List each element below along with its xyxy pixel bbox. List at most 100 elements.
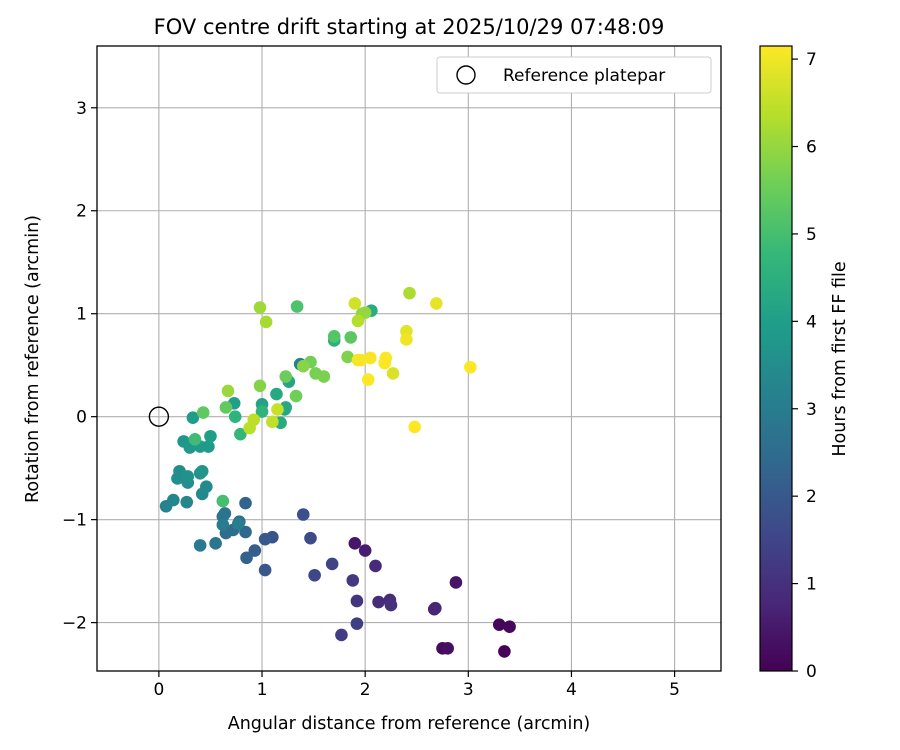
data-point bbox=[361, 373, 375, 386]
legend: Reference platepar bbox=[436, 56, 712, 94]
data-point bbox=[167, 493, 180, 507]
x-tick-label: 2 bbox=[360, 680, 371, 700]
data-point bbox=[279, 370, 293, 383]
y-tick-label: −1 bbox=[62, 511, 87, 531]
legend-box bbox=[436, 56, 712, 94]
legend-reference-marker bbox=[456, 65, 476, 85]
colorbar-tick-label: 7 bbox=[806, 50, 817, 70]
data-point bbox=[239, 496, 252, 510]
data-point bbox=[270, 387, 283, 401]
data-point bbox=[188, 433, 202, 446]
data-point bbox=[346, 574, 360, 587]
data-point bbox=[325, 557, 339, 571]
colorbar-tick-label: 4 bbox=[806, 312, 817, 332]
x-tick-label: 5 bbox=[669, 680, 680, 700]
data-point bbox=[234, 427, 247, 441]
data-point bbox=[464, 360, 477, 374]
data-point bbox=[386, 367, 400, 380]
data-point bbox=[498, 645, 511, 658]
data-point bbox=[171, 472, 184, 485]
data-point bbox=[408, 420, 421, 434]
y-tick-label: 3 bbox=[76, 99, 87, 119]
data-point bbox=[193, 539, 207, 552]
data-point bbox=[181, 470, 195, 483]
data-point bbox=[403, 286, 416, 300]
data-point bbox=[384, 598, 398, 612]
data-point bbox=[304, 531, 317, 545]
colorbar-tick-label: 1 bbox=[806, 575, 817, 595]
x-tick-label: 4 bbox=[566, 680, 577, 700]
colorbar-label: Hours from first FF file bbox=[830, 261, 850, 456]
data-point bbox=[344, 331, 358, 344]
data-point bbox=[216, 494, 230, 508]
colorbar-tick-label: 6 bbox=[806, 138, 817, 158]
data-point bbox=[259, 315, 273, 329]
reference-platepar-marker bbox=[148, 406, 170, 427]
colorbar-ticks: 0 1 2 3 4 5 6 7 bbox=[792, 50, 817, 682]
reference-marker-layer bbox=[148, 406, 170, 427]
legend-entry-reference: Reference platepar bbox=[503, 66, 665, 86]
colorbar-tick-label: 5 bbox=[806, 225, 817, 245]
data-point bbox=[430, 297, 443, 310]
colorbar-tick-label: 3 bbox=[806, 400, 817, 420]
data-point bbox=[228, 410, 242, 423]
data-point bbox=[204, 429, 217, 443]
data-point bbox=[232, 517, 245, 531]
data-point bbox=[253, 379, 267, 393]
data-point bbox=[180, 495, 194, 509]
data-point bbox=[348, 297, 362, 310]
data-point bbox=[364, 351, 377, 365]
data-point bbox=[296, 359, 310, 373]
y-axis-ticks: −2 −1 0 1 2 3 bbox=[62, 99, 97, 634]
data-point bbox=[195, 464, 209, 478]
data-point bbox=[317, 370, 331, 383]
data-point bbox=[358, 306, 372, 319]
data-point bbox=[248, 544, 262, 557]
data-point bbox=[351, 314, 365, 328]
data-point bbox=[372, 595, 385, 609]
data-point bbox=[449, 576, 463, 589]
data-point bbox=[335, 628, 348, 642]
data-point bbox=[400, 333, 413, 346]
grid bbox=[97, 46, 721, 671]
data-point bbox=[289, 389, 303, 403]
data-point bbox=[258, 532, 272, 546]
data-point bbox=[379, 351, 393, 365]
data-point bbox=[441, 642, 454, 655]
data-point bbox=[308, 568, 321, 582]
data-point bbox=[186, 411, 200, 425]
data-point bbox=[369, 559, 382, 573]
data-point bbox=[255, 405, 269, 418]
data-point bbox=[350, 617, 364, 630]
data-point bbox=[341, 350, 354, 364]
data-point bbox=[239, 525, 252, 539]
data-point bbox=[271, 403, 284, 416]
data-point bbox=[358, 544, 372, 557]
x-tick-label: 0 bbox=[153, 680, 164, 700]
data-point bbox=[247, 413, 261, 427]
scatter-points bbox=[159, 286, 516, 658]
data-point bbox=[209, 537, 222, 550]
data-point bbox=[266, 415, 279, 429]
data-point bbox=[296, 508, 310, 521]
y-tick-label: 1 bbox=[76, 305, 87, 325]
y-tick-label: 2 bbox=[76, 202, 87, 222]
data-point bbox=[200, 480, 213, 493]
data-point bbox=[219, 401, 233, 414]
chart-title: FOV centre drift starting at 2025/10/29 … bbox=[154, 15, 665, 39]
data-point bbox=[348, 537, 362, 550]
plot-frame bbox=[96, 45, 722, 672]
x-tick-label: 3 bbox=[463, 680, 474, 700]
x-tick-label: 1 bbox=[257, 680, 268, 700]
y-axis-label: Rotation from reference (arcmin) bbox=[23, 215, 43, 503]
colorbar-tick-label: 0 bbox=[806, 662, 817, 682]
data-point bbox=[327, 330, 341, 343]
data-point bbox=[221, 384, 235, 398]
colorbar-tick-label: 2 bbox=[806, 487, 817, 507]
x-axis-ticks: 0 1 2 3 4 5 bbox=[153, 671, 680, 700]
data-point bbox=[196, 406, 210, 419]
y-tick-label: −2 bbox=[62, 614, 87, 634]
y-tick-label: 0 bbox=[76, 408, 87, 428]
data-point bbox=[216, 518, 230, 532]
